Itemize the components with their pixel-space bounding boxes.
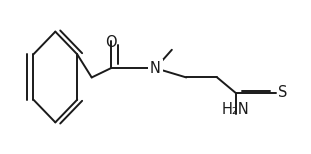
Text: H₂N: H₂N xyxy=(222,102,249,117)
Text: S: S xyxy=(278,85,288,100)
Text: N: N xyxy=(150,61,161,76)
Text: O: O xyxy=(105,35,117,50)
